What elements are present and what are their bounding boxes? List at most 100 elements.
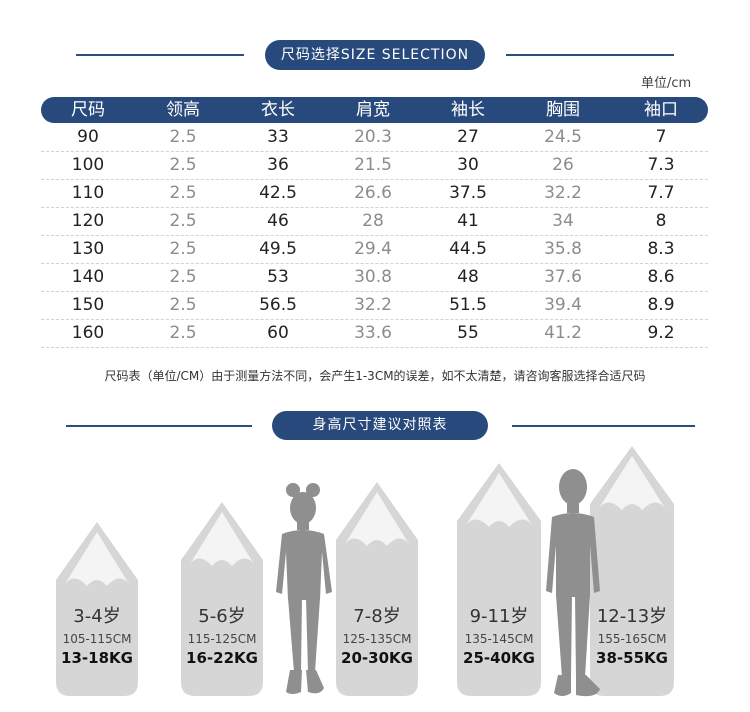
cell-chest: 32.2: [544, 183, 582, 203]
cell-chest: 35.8: [544, 239, 582, 259]
cell-chest: 26: [552, 155, 574, 175]
cell-cuff: 7: [655, 127, 667, 147]
col-header-chest: 胸围: [546, 100, 580, 120]
cell-sleeve: 30: [457, 155, 479, 175]
col-header-length: 衣长: [261, 100, 295, 120]
height-group: 5-6岁 115-125CM 16-22KG: [167, 602, 277, 667]
cell-sleeve: 48: [457, 267, 479, 287]
cell-cuff: 8: [655, 211, 667, 231]
cell-shoulder: 26.6: [354, 183, 392, 203]
cell-length: 36: [267, 155, 289, 175]
cell-length: 46: [267, 211, 289, 231]
height-pencil-icon: [181, 502, 263, 696]
size-table-header: 尺码 领高 衣长 肩宽 袖长 胸围 袖口: [41, 97, 708, 123]
cell-cuff: 7.7: [647, 183, 675, 203]
header-line-right: [506, 54, 674, 56]
cell-size: 90: [77, 127, 99, 147]
col-header-sleeve: 袖长: [451, 100, 485, 120]
cell-chest: 34: [552, 211, 574, 231]
height-group: 9-11岁 135-145CM 25-40KG: [444, 602, 554, 667]
header-line-left: [76, 54, 244, 56]
unit-label: 单位/cm: [641, 76, 692, 91]
cell-length: 33: [267, 127, 289, 147]
height-range: 135-145CM: [464, 632, 534, 646]
size-section-title: 尺码选择SIZE SELECTION: [265, 40, 485, 70]
cell-collar: 2.5: [169, 323, 197, 343]
age-label: 7-8岁: [353, 606, 401, 627]
cell-size: 100: [71, 155, 105, 175]
age-label: 3-4岁: [73, 606, 121, 627]
height-pencil-icon: [590, 446, 674, 696]
cell-sleeve: 41: [457, 211, 479, 231]
cell-cuff: 8.3: [647, 239, 675, 259]
age-label: 9-11岁: [469, 606, 529, 627]
cell-collar: 2.5: [169, 295, 197, 315]
cell-length: 49.5: [259, 239, 297, 259]
weight-range: 13-18KG: [61, 649, 133, 667]
cell-length: 60: [267, 323, 289, 343]
girl-silhouette-icon: [276, 483, 332, 694]
cell-sleeve: 27: [457, 127, 479, 147]
table-row: 160 2.5 60 33.6 55 41.2 9.2: [41, 319, 708, 348]
height-section-title: 身高尺寸建议对照表: [272, 411, 488, 440]
cell-shoulder: 29.4: [354, 239, 392, 259]
boy-silhouette-icon: [546, 469, 600, 697]
cell-chest: 39.4: [544, 295, 582, 315]
weight-range: 20-30KG: [341, 649, 413, 667]
cell-chest: 37.6: [544, 267, 582, 287]
height-header-line-left: [66, 425, 252, 427]
cell-size: 150: [71, 295, 105, 315]
height-range: 155-165CM: [597, 632, 667, 646]
age-label: 12-13岁: [596, 606, 668, 627]
cell-size: 140: [71, 267, 105, 287]
height-group: 12-13岁 155-165CM 38-55KG: [577, 602, 687, 667]
cell-size: 120: [71, 211, 105, 231]
cell-sleeve: 44.5: [449, 239, 487, 259]
cell-shoulder: 33.6: [354, 323, 392, 343]
cell-chest: 41.2: [544, 323, 582, 343]
cell-cuff: 7.3: [647, 155, 675, 175]
cell-size: 130: [71, 239, 105, 259]
cell-shoulder: 21.5: [354, 155, 392, 175]
table-row: 100 2.5 36 21.5 30 26 7.3: [41, 151, 708, 180]
cell-length: 53: [267, 267, 289, 287]
height-range: 105-115CM: [62, 632, 132, 646]
weight-range: 38-55KG: [596, 649, 668, 667]
cell-collar: 2.5: [169, 155, 197, 175]
cell-sleeve: 51.5: [449, 295, 487, 315]
cell-sleeve: 37.5: [449, 183, 487, 203]
col-header-collar: 领高: [166, 100, 200, 120]
height-group: 7-8岁 125-135CM 20-30KG: [322, 602, 432, 667]
weight-range: 25-40KG: [463, 649, 535, 667]
cell-size: 110: [71, 183, 105, 203]
cell-collar: 2.5: [169, 239, 197, 259]
cell-size: 160: [71, 323, 105, 343]
cell-shoulder: 30.8: [354, 267, 392, 287]
weight-range: 16-22KG: [186, 649, 258, 667]
cell-sleeve: 55: [457, 323, 479, 343]
height-header-line-right: [512, 425, 695, 427]
height-group: 3-4岁 105-115CM 13-18KG: [42, 602, 152, 667]
cell-collar: 2.5: [169, 267, 197, 287]
table-row: 130 2.5 49.5 29.4 44.5 35.8 8.3: [41, 235, 708, 264]
cell-collar: 2.5: [169, 127, 197, 147]
cell-shoulder: 32.2: [354, 295, 392, 315]
table-row: 120 2.5 46 28 41 34 8: [41, 207, 708, 236]
cell-shoulder: 20.3: [354, 127, 392, 147]
cell-collar: 2.5: [169, 183, 197, 203]
age-label: 5-6岁: [198, 606, 246, 627]
cell-length: 42.5: [259, 183, 297, 203]
table-row: 110 2.5 42.5 26.6 37.5 32.2 7.7: [41, 179, 708, 208]
col-header-size: 尺码: [71, 100, 105, 120]
size-note: 尺码表（单位/CM）由于测量方法不同，会产生1-3CM的误差，如不太清楚，请咨询…: [104, 369, 646, 383]
cell-collar: 2.5: [169, 211, 197, 231]
height-range: 125-135CM: [342, 632, 412, 646]
col-header-shoulder: 肩宽: [356, 100, 390, 120]
cell-shoulder: 28: [362, 211, 384, 231]
col-header-cuff: 袖口: [644, 100, 678, 120]
height-pencil-icon: [56, 522, 138, 696]
table-row: 90 2.5 33 20.3 27 24.5 7: [41, 123, 708, 152]
height-pencil-icon: [457, 463, 541, 696]
table-row: 150 2.5 56.5 32.2 51.5 39.4 8.9: [41, 291, 708, 320]
cell-chest: 24.5: [544, 127, 582, 147]
